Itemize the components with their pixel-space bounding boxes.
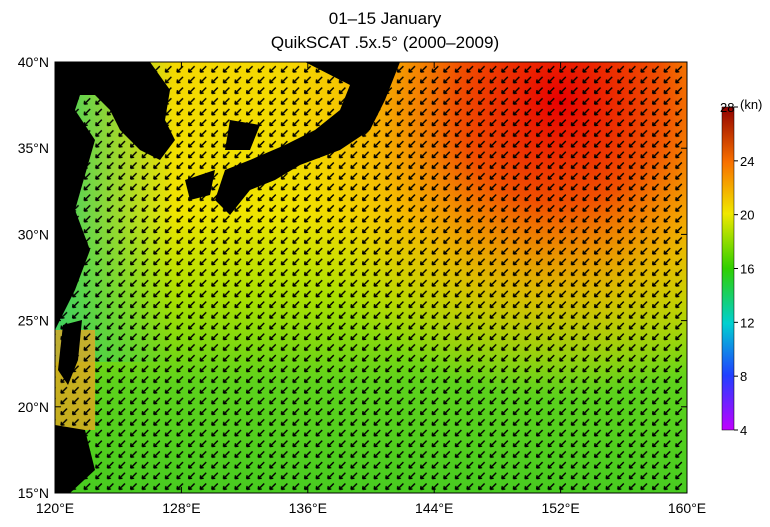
y-tick-label: 30°N: [18, 226, 49, 242]
colorbar-tick-label: 16: [740, 262, 754, 277]
colorbar-tick-label: 8: [740, 369, 747, 384]
colorbar: [721, 106, 735, 431]
y-tick-label: 15°N: [18, 485, 49, 501]
title: 01–15 January: [329, 9, 442, 28]
x-tick-label: 160°E: [668, 500, 706, 516]
x-tick-label: 128°E: [162, 500, 200, 516]
plot-frame: [54, 61, 688, 494]
colorbar-tick-label: 12: [740, 315, 754, 330]
colorbar-tick-label: 4: [740, 423, 747, 438]
y-tick-label: 35°N: [18, 140, 49, 156]
x-tick-label: 120°E: [36, 500, 74, 516]
x-tick-label: 152°E: [541, 500, 579, 516]
x-tick-label: 136°E: [289, 500, 327, 516]
y-tick-label: 20°N: [18, 399, 49, 415]
colorbar-unit: (kn): [740, 97, 762, 112]
y-tick-label: 40°N: [18, 54, 49, 70]
colorbar-tick-label: 20: [740, 208, 754, 223]
colorbar-tick-label: 28: [720, 100, 734, 115]
map-field: [55, 62, 687, 493]
axes: 120°E 128°E 136°E 144°E 152°E 160°E 15°N 20°N 25…: [18, 54, 755, 516]
x-tick-label: 144°E: [415, 500, 453, 516]
land: [55, 62, 400, 493]
y-tick-label: 25°N: [18, 313, 49, 329]
colorbar-tick-label: 24: [740, 154, 754, 169]
subtitle: QuikSCAT .5x.5° (2000–2009): [271, 33, 499, 52]
